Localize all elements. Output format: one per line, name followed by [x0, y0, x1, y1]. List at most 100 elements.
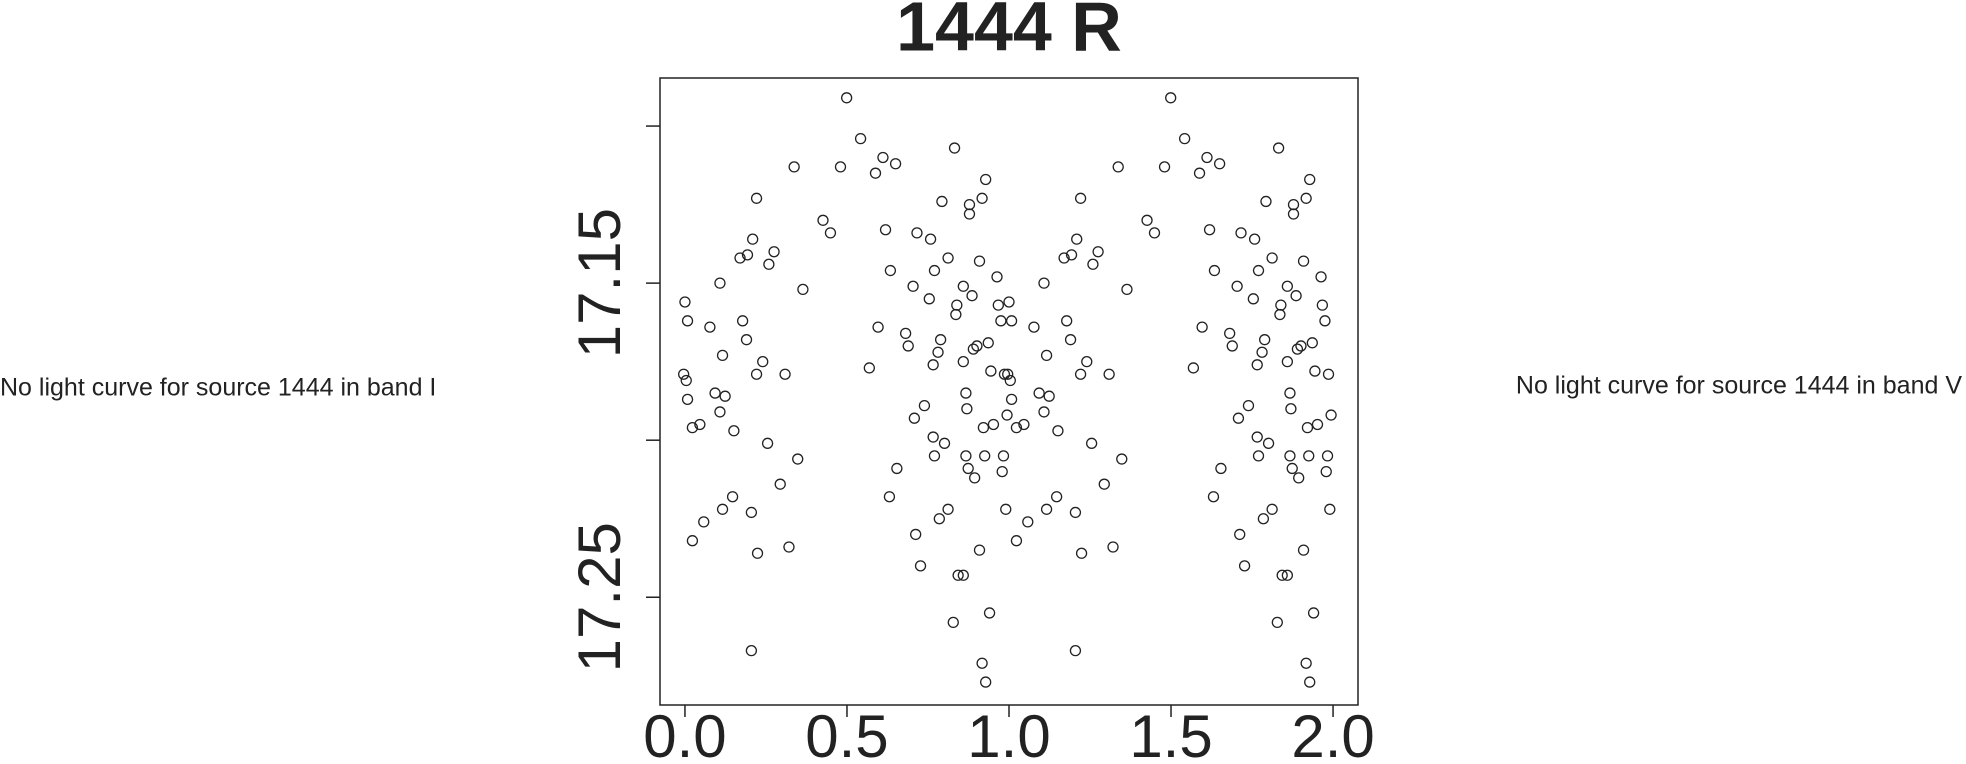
data-point: [1116, 453, 1128, 465]
data-point: [1010, 535, 1023, 547]
data-point: [1148, 227, 1161, 239]
data-point: [976, 657, 988, 669]
data-point: [1316, 299, 1329, 311]
data-point: [1215, 462, 1227, 475]
data-point: [1242, 399, 1255, 412]
x-tick-label: 0.5: [805, 703, 888, 764]
data-point: [1315, 271, 1327, 283]
data-point: [740, 334, 753, 346]
data-point: [1284, 387, 1296, 399]
data-point: [1320, 465, 1332, 478]
data-point: [1052, 425, 1064, 437]
data-point: [709, 387, 721, 399]
data-point: [961, 403, 973, 415]
data-point: [726, 491, 739, 503]
data-point: [1033, 387, 1045, 399]
data-point: [982, 337, 994, 349]
data-point: [1275, 299, 1287, 311]
data-point: [736, 315, 749, 327]
data-point: [963, 208, 976, 220]
data-point: [734, 252, 746, 264]
data-point: [686, 535, 699, 547]
data-point: [951, 299, 963, 311]
data-point: [763, 258, 775, 270]
data-point: [1112, 161, 1124, 173]
data-point: [1231, 280, 1243, 292]
data-point: [911, 227, 923, 239]
data-point: [1238, 560, 1251, 572]
data-point: [923, 293, 935, 305]
data-point: [1022, 516, 1034, 528]
data-point: [960, 387, 972, 399]
data-point: [942, 252, 954, 264]
data-point: [1141, 214, 1153, 226]
data-point: [899, 327, 912, 340]
data-point: [1064, 334, 1077, 346]
data-point: [1081, 356, 1093, 368]
data-point: [1235, 227, 1247, 239]
data-point: [1234, 528, 1246, 541]
data-point: [719, 390, 731, 402]
data-point: [1071, 233, 1083, 245]
data-point: [1272, 142, 1285, 154]
data-point: [1276, 569, 1288, 581]
data-point: [1291, 343, 1304, 355]
data-point: [745, 645, 758, 657]
data-point: [872, 321, 884, 333]
right-note: No light curve for source 1444 in band V: [1516, 372, 1962, 400]
data-point: [927, 431, 939, 443]
data-point: [788, 161, 800, 173]
data-point: [1324, 503, 1336, 515]
data-point: [1196, 321, 1208, 333]
data-point: [750, 368, 763, 380]
data-point: [1285, 403, 1297, 415]
left-note: No light curve for source 1444 in band I: [0, 374, 436, 402]
data-point: [960, 450, 972, 462]
data-point: [969, 472, 981, 484]
data-point: [1284, 450, 1296, 462]
data-point: [932, 346, 944, 358]
data-point: [1074, 368, 1087, 380]
data-point: [1281, 356, 1294, 368]
data-point: [1178, 132, 1191, 145]
data-point: [1207, 491, 1220, 503]
data-point: [698, 516, 710, 528]
data-point: [1287, 198, 1300, 211]
data-point: [1297, 544, 1310, 556]
data-point: [741, 249, 754, 261]
data-point: [1028, 321, 1040, 333]
x-tick-label: 2.0: [1291, 703, 1374, 764]
x-tick-label: 0.0: [643, 703, 726, 764]
data-point: [1203, 224, 1216, 236]
data-point: [681, 315, 694, 327]
data-point: [745, 506, 758, 519]
data-point: [1040, 349, 1053, 362]
data-point: [934, 334, 947, 346]
data-point: [704, 321, 716, 333]
data-point: [1287, 208, 1300, 220]
data-point: [1321, 450, 1334, 462]
data-point: [980, 676, 992, 688]
data-point: [1003, 296, 1015, 308]
chart-title: 1444 R: [896, 0, 1122, 65]
data-point: [1208, 264, 1221, 277]
data-point: [933, 513, 945, 525]
data-point: [973, 544, 986, 556]
data-point: [908, 412, 921, 424]
data-point: [936, 195, 948, 208]
data-point: [716, 349, 729, 362]
data-point: [938, 437, 951, 449]
data-point: [869, 167, 882, 179]
data-point: [1085, 437, 1098, 449]
data-point: [977, 421, 990, 434]
data-point: [883, 491, 896, 503]
data-point: [907, 280, 919, 292]
data-point: [1000, 503, 1012, 515]
data-point: [997, 450, 1010, 462]
data-point: [1266, 503, 1278, 515]
data-point: [1075, 547, 1088, 559]
data-point: [1213, 158, 1226, 170]
data-point: [957, 280, 969, 292]
data-point: [768, 246, 780, 258]
data-point: [1304, 173, 1316, 186]
